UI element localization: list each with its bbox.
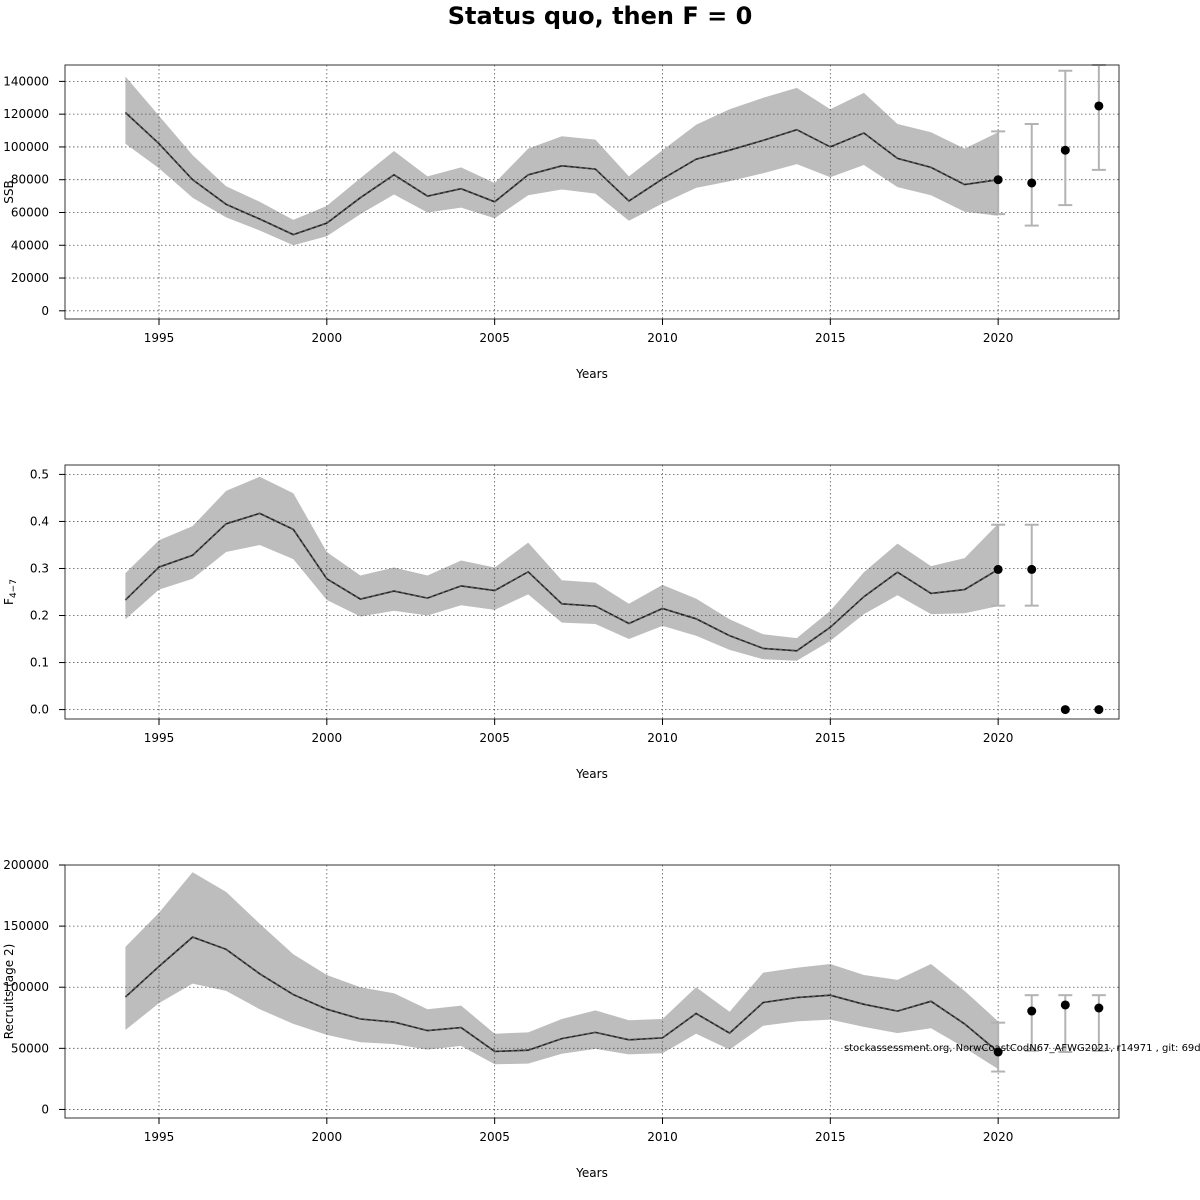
fbar-y-tick-label: 0.4 — [30, 514, 49, 528]
recruits-x-tick-label: 2005 — [479, 1130, 510, 1144]
fbar-x-tick-label: 2015 — [815, 731, 846, 745]
ssb-x-tick-label: 2020 — [983, 331, 1014, 345]
recruits-forecast-point — [1027, 1006, 1037, 1016]
recruits-confidence-band — [125, 872, 999, 1070]
fbar-y-tick-label: 0.1 — [30, 656, 49, 670]
ssb-confidence-band — [125, 76, 999, 246]
ssb-y-tick-label: 80000 — [11, 173, 49, 187]
ssb-y-tick-label: 40000 — [11, 238, 49, 252]
ssb-forecast-point — [993, 175, 1003, 185]
fbar-y-tick-label: 0.5 — [30, 467, 49, 481]
fbar-panel: 1995 2000 2005 2010 2015 2020 0.0 0.1 0.2 0.3 0.4 0… — [2, 464, 1120, 781]
recruits-forecast-point — [1094, 1003, 1104, 1013]
recruits-forecast-point — [1060, 1000, 1070, 1010]
recruits-y-tick-label: 0 — [41, 1102, 49, 1116]
fbar-x-axis-label: Years — [575, 767, 608, 781]
recruits-forecast-point — [993, 1047, 1003, 1057]
recruits-x-tick-label: 2000 — [312, 1130, 343, 1144]
fbar-x-tick-label: 1995 — [144, 731, 175, 745]
chart-title: Status quo, then F = 0 — [447, 2, 753, 30]
fbar-forecast-point — [1094, 705, 1104, 715]
fbar-estimate-dash — [124, 512, 999, 652]
ssb-estimate-dash — [124, 111, 999, 236]
recruits-x-tick-label: 2015 — [815, 1130, 846, 1144]
ssb-panel: 1995 2000 2005 2010 2015 2020 0 20000 40000 60000… — [2, 64, 1120, 381]
ssb-forecast-point — [1027, 178, 1037, 188]
ssb-y-tick-label: 120000 — [3, 107, 49, 121]
recruits-estimate-dash — [124, 936, 999, 1053]
recruits-x-axis-label: Years — [575, 1166, 608, 1180]
ssb-y-tick-label: 60000 — [11, 205, 49, 219]
recruits-y-tick-label: 50000 — [11, 1041, 49, 1055]
recruits-x-tick-label: 2020 — [983, 1130, 1014, 1144]
fbar-forecast-point — [1060, 705, 1070, 715]
fbar-y-tick-label: 0.0 — [30, 703, 49, 717]
fbar-y-tick-label: 0.2 — [30, 609, 49, 623]
fbar-forecast-point — [1027, 564, 1037, 574]
fbar-y-axis-label: F4−7 — [2, 579, 19, 605]
ssb-y-tick-label: 140000 — [3, 74, 49, 88]
footer-note: stockassessment.org, NorwCoastCodN67_AFW… — [844, 1043, 1200, 1054]
ssb-y-tick-label: 0 — [41, 304, 49, 318]
ssb-x-axis-label: Years — [575, 367, 608, 381]
recruits-y-axis-label: Recruits (age 2) — [2, 944, 16, 1040]
recruits-x-tick-label: 2010 — [647, 1130, 678, 1144]
recruits-y-tick-label: 100000 — [3, 980, 49, 994]
recruits-y-tick-label: 200000 — [3, 858, 49, 872]
ssb-x-tick-label: 1995 — [144, 331, 175, 345]
ssb-x-tick-label: 2005 — [479, 331, 510, 345]
ssb-plot-frame — [64, 64, 1120, 320]
ssb-y-axis-label: SSB — [2, 180, 16, 203]
ssb-forecast-point — [1060, 145, 1070, 155]
recruits-x-tick-label: 1995 — [144, 1130, 175, 1144]
ssb-x-tick-label: 2010 — [647, 331, 678, 345]
fbar-x-tick-label: 2010 — [647, 731, 678, 745]
fbar-plot-frame — [64, 464, 1120, 720]
fbar-y-axis-label-subscript: 4−7 — [9, 579, 19, 598]
ssb-forecast-point — [1094, 101, 1104, 111]
ssb-x-tick-label: 2015 — [815, 331, 846, 345]
recruits-panel: 1995 2000 2005 2010 2015 2020 0 50000 100000 1500… — [2, 858, 1120, 1180]
recruits-plot-frame — [64, 864, 1120, 1119]
fbar-forecast-point — [993, 564, 1003, 574]
ssb-x-tick-label: 2000 — [312, 331, 343, 345]
ssb-y-tick-label: 20000 — [11, 271, 49, 285]
recruits-y-tick-label: 150000 — [3, 919, 49, 933]
fbar-x-tick-label: 2000 — [312, 731, 343, 745]
fbar-x-tick-label: 2020 — [983, 731, 1014, 745]
fbar-y-tick-label: 0.3 — [30, 561, 49, 575]
ssb-y-tick-label: 100000 — [3, 140, 49, 154]
fbar-x-tick-label: 2005 — [479, 731, 510, 745]
